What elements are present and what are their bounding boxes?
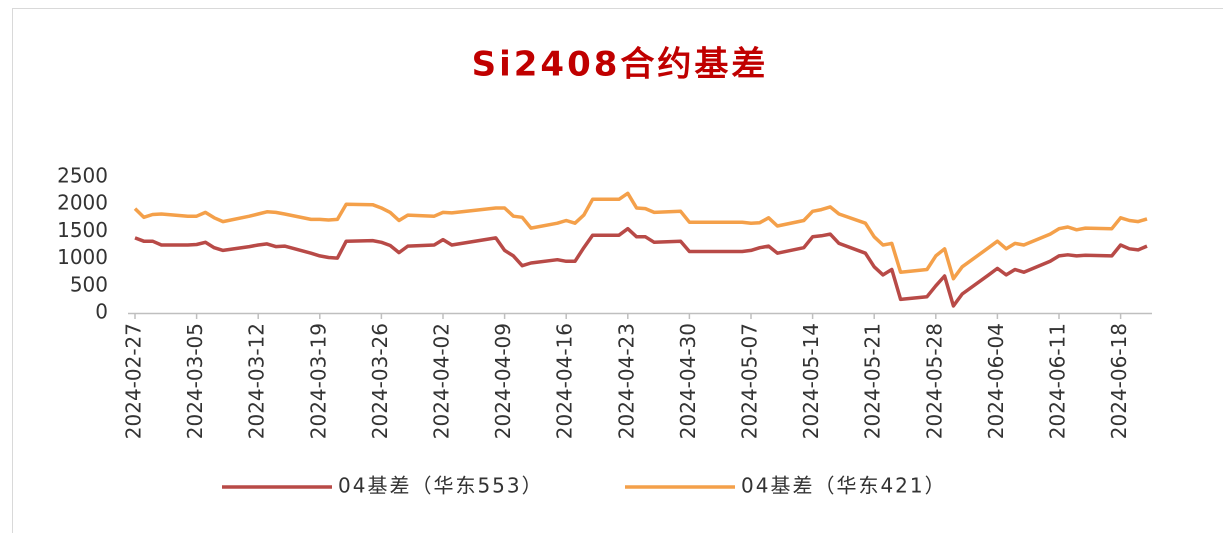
series-line bbox=[133, 191, 1148, 281]
x-tick-label: 2024-06-11 bbox=[1046, 323, 1070, 439]
y-tick-label: 500 bbox=[70, 272, 108, 296]
x-tick-label: 2024-05-07 bbox=[738, 323, 762, 439]
x-tick-label: 2024-04-16 bbox=[553, 323, 577, 439]
x-tick-label: 2024-06-18 bbox=[1107, 323, 1131, 439]
x-tick-label: 2024-03-19 bbox=[306, 323, 330, 439]
y-tick-label: 0 bbox=[95, 300, 108, 324]
y-tick-label: 2000 bbox=[57, 191, 108, 215]
y-tick-label: 2500 bbox=[57, 164, 108, 188]
x-tick-label: 2024-04-23 bbox=[614, 323, 638, 439]
x-tick-label: 2024-03-26 bbox=[368, 323, 392, 439]
chart-title: Si2408合约基差 bbox=[472, 45, 769, 85]
x-tick-label: 2024-04-30 bbox=[676, 323, 700, 439]
x-tick-label: 2024-05-21 bbox=[861, 323, 885, 439]
legend-label: 04基差（华东421） bbox=[741, 474, 947, 498]
series-line bbox=[134, 226, 1148, 308]
x-tick-label: 2024-05-14 bbox=[799, 323, 823, 439]
x-tick-label: 2024-06-04 bbox=[984, 323, 1008, 439]
y-tick-label: 1000 bbox=[57, 245, 108, 269]
x-tick-label: 2024-05-28 bbox=[922, 323, 946, 439]
y-tick-label: 1500 bbox=[57, 218, 108, 242]
x-tick-label: 2024-03-05 bbox=[183, 323, 207, 439]
x-tick-label: 2024-02-27 bbox=[122, 323, 146, 439]
x-tick-label: 2024-04-09 bbox=[491, 323, 515, 439]
x-tick-label: 2024-04-02 bbox=[430, 323, 454, 439]
legend-label: 04基差（华东553） bbox=[338, 474, 544, 498]
x-tick-label: 2024-03-12 bbox=[245, 323, 269, 439]
